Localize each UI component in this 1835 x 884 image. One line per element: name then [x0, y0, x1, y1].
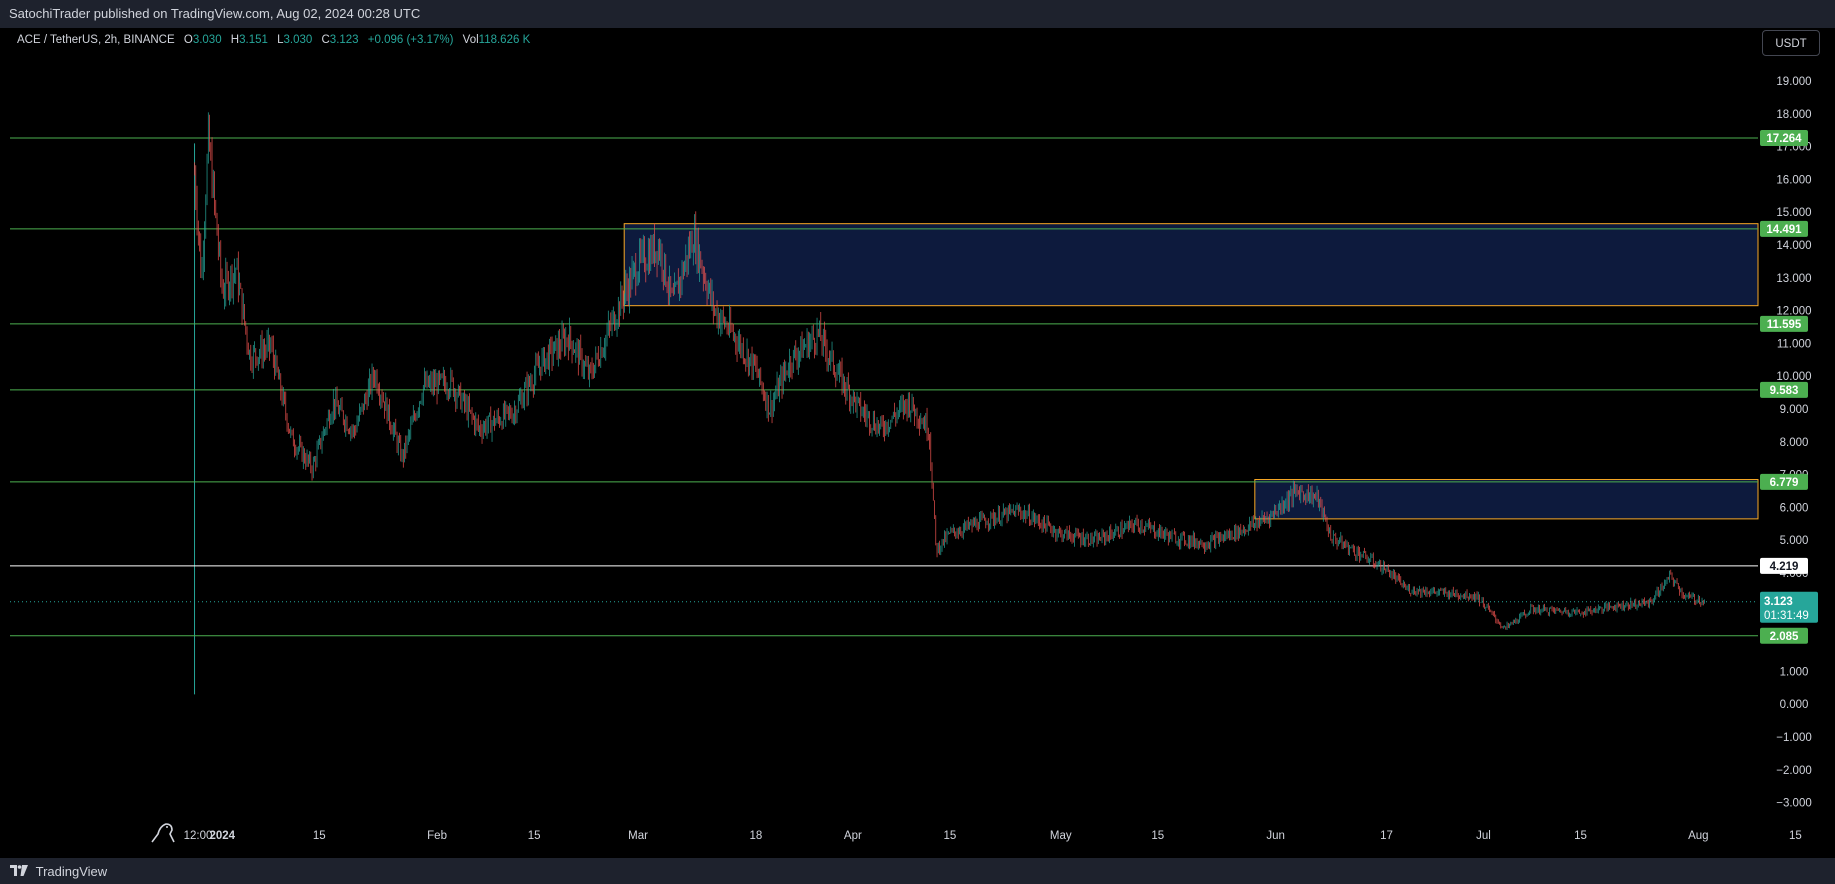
x-tick-label: 15: [1151, 830, 1164, 842]
zone-1[interactable]: [1254, 479, 1759, 520]
zone-0[interactable]: [623, 223, 1759, 307]
horizontal-levels: [10, 137, 1758, 637]
volume-label: Vol: [462, 34, 479, 46]
low-value: 3.030: [283, 34, 313, 46]
level-label-text: 4.219: [1770, 561, 1799, 573]
level-label-text: 17.264: [1766, 133, 1802, 145]
y-tick-label: 12.000: [1776, 306, 1811, 318]
level-labels: 17.264 14.491 11.595 9.583 6.779 4.219 2.085 3.…: [1760, 129, 1818, 644]
x-tick-label: Mar: [628, 830, 648, 842]
level-label-text: 11.595: [1767, 319, 1802, 331]
y-tick-label: 11.000: [1777, 338, 1811, 350]
close-value: 3.123: [329, 34, 359, 46]
open-label: O: [183, 34, 193, 46]
chart-panel[interactable]: [0, 28, 1835, 858]
footer-brand[interactable]: TradingView: [35, 864, 108, 880]
x-tick-label: Jul: [1476, 830, 1491, 842]
x-tick-label: Apr: [844, 830, 862, 842]
tradingview-logo-icon[interactable]: [10, 859, 28, 884]
level-label-2[interactable]: 11.595: [1760, 315, 1808, 332]
last-price-label[interactable]: 3.123 01:31:49: [1760, 591, 1818, 623]
y-tick-label: 15.000: [1776, 207, 1811, 219]
x-tick-label: 12:00: [184, 830, 213, 842]
volume-value: 118.626 K: [478, 34, 531, 46]
level-label-6[interactable]: 2.085: [1760, 627, 1808, 644]
y-tick-label: 1.000: [1780, 666, 1809, 678]
level-label-1[interactable]: 14.491: [1760, 220, 1808, 237]
publish-info: SatochiTrader published on TradingView.c…: [9, 6, 421, 21]
low-label: L: [277, 34, 284, 46]
candles: [194, 112, 1705, 630]
y-tick-label: 6.000: [1780, 502, 1809, 514]
y-tick-label: 10.000: [1776, 371, 1811, 383]
x-tick-label: Aug: [1688, 830, 1708, 842]
publish-header: SatochiTrader published on TradingView.c…: [0, 0, 1835, 28]
y-tick-label: 9.000: [1780, 404, 1809, 416]
supply-zones: [623, 223, 1759, 520]
y-tick-label: −3.000: [1776, 798, 1812, 810]
close-label: C: [321, 34, 330, 46]
footer-bar: TradingView: [0, 858, 1835, 883]
y-tick-label: 16.000: [1776, 174, 1811, 186]
level-label-3[interactable]: 9.583: [1760, 381, 1808, 398]
level-label-4[interactable]: 6.779: [1760, 473, 1808, 490]
high-label: H: [230, 34, 240, 46]
tradingview-watermark-icon: [151, 823, 175, 843]
change-value: +0.096 (+3.17%): [367, 34, 454, 46]
x-tick-label: 15: [1789, 830, 1802, 842]
level-label-0[interactable]: 17.264: [1760, 129, 1808, 146]
high-value: 3.151: [239, 34, 268, 46]
open-value: 3.030: [192, 34, 222, 46]
x-tick-label: 15: [1574, 830, 1587, 842]
y-tick-label: 14.000: [1776, 240, 1811, 252]
level-label-text: 2.085: [1770, 631, 1799, 643]
ohlc-legend: ACE / TetherUS, 2h, BINANCE O3.030 H3.15…: [17, 34, 536, 46]
level-label-5[interactable]: 4.219: [1760, 557, 1808, 574]
y-tick-label: 8.000: [1780, 437, 1809, 449]
x-tick-label: May: [1050, 830, 1072, 842]
level-label-text: 14.491: [1766, 224, 1802, 236]
countdown-text: 01:31:49: [1764, 610, 1809, 622]
price-chart[interactable]: 19.00018.00017.00016.00015.00014.00013.0…: [0, 28, 1835, 858]
price-axis: 19.00018.00017.00016.00015.00014.00013.0…: [1776, 76, 1812, 810]
x-tick-label: 18: [749, 830, 762, 842]
y-tick-label: 19.000: [1776, 76, 1811, 88]
y-tick-label: 13.000: [1776, 273, 1811, 285]
level-label-text: 9.583: [1770, 385, 1799, 397]
y-tick-label: 18.000: [1776, 109, 1811, 121]
y-tick-label: 0.000: [1780, 699, 1809, 711]
x-tick-label: 2024: [209, 830, 235, 842]
x-tick-label: 15: [944, 830, 957, 842]
y-tick-label: −2.000: [1776, 765, 1812, 777]
x-tick-label: Jun: [1266, 830, 1285, 842]
y-tick-label: 5.000: [1780, 535, 1809, 547]
x-tick-label: 15: [313, 830, 326, 842]
last-price-text: 3.123: [1764, 596, 1793, 608]
y-tick-label: −1.000: [1776, 732, 1812, 744]
x-tick-label: 15: [528, 830, 541, 842]
level-label-text: 6.779: [1770, 477, 1799, 489]
x-tick-label: 17: [1380, 830, 1393, 842]
x-tick-label: Feb: [427, 830, 447, 842]
symbol-label[interactable]: ACE / TetherUS, 2h, BINANCE: [17, 34, 175, 46]
currency-button[interactable]: USDT: [1762, 30, 1820, 56]
